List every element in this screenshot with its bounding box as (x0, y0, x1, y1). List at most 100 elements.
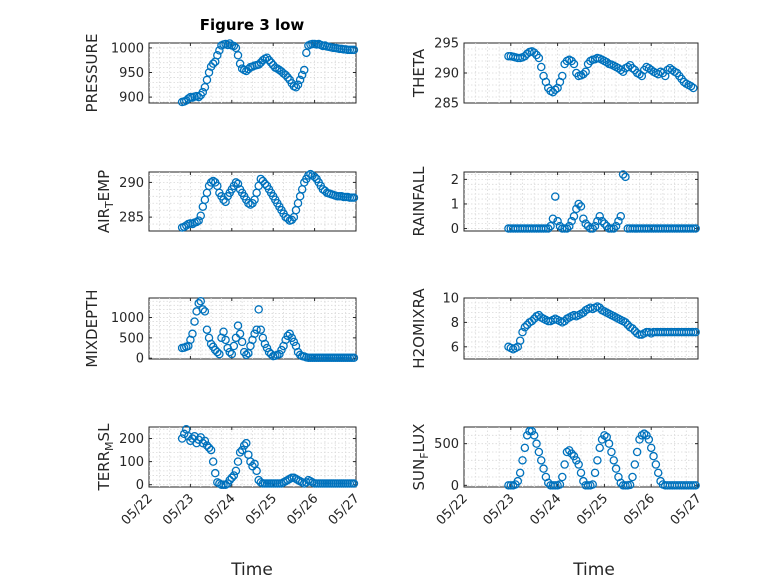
data-point (635, 69, 644, 79)
data-point (200, 436, 210, 446)
data-point (548, 87, 558, 97)
data-point (628, 472, 637, 482)
data-point (188, 434, 197, 443)
data-point (527, 426, 537, 436)
data-point (289, 337, 299, 347)
data-point (242, 438, 251, 448)
data-point (349, 45, 359, 55)
series-markers (504, 170, 700, 233)
data-point (285, 329, 295, 339)
data-point (192, 217, 201, 227)
x-tick-label: 05/24 (527, 491, 564, 528)
data-point (686, 327, 696, 337)
grid (464, 172, 698, 231)
data-point (215, 349, 224, 359)
data-point (229, 341, 239, 351)
data-point (235, 59, 245, 68)
subplot-4: 0 1 2 RAINFALL (410, 166, 700, 237)
data-point (182, 221, 191, 230)
y-tick-label: 900 (119, 91, 144, 106)
series-markers (177, 296, 359, 363)
series-markers (177, 39, 359, 107)
data-point (625, 480, 635, 490)
data-point (569, 451, 579, 461)
data-point (543, 224, 553, 233)
data-point (590, 468, 600, 478)
data-point (221, 197, 230, 207)
data-point (642, 431, 651, 440)
data-point (518, 327, 527, 337)
data-point (200, 307, 210, 316)
data-point (229, 471, 239, 480)
grid (464, 427, 698, 487)
data-point (349, 193, 359, 202)
data-point (237, 337, 247, 347)
y-tick-label: 0 (451, 479, 459, 494)
data-point (644, 435, 654, 444)
data-point (590, 221, 600, 231)
data-point (225, 39, 234, 48)
series-markers (504, 426, 700, 490)
data-point (551, 192, 560, 201)
data-point (281, 70, 290, 80)
data-point (691, 224, 700, 233)
data-point (616, 65, 626, 75)
data-point (262, 53, 272, 63)
data-point (572, 204, 581, 214)
data-point (266, 349, 276, 359)
data-point (536, 62, 546, 72)
data-point (689, 83, 698, 93)
data-point (604, 439, 614, 448)
figure-title: Figure 3 low (200, 16, 305, 34)
data-point (221, 335, 230, 345)
data-point (562, 447, 572, 457)
data-point (614, 216, 623, 226)
data-point (188, 329, 197, 339)
series-markers (177, 425, 359, 489)
data-point (223, 40, 232, 50)
y-tick-label: 285 (119, 211, 144, 226)
data-point (539, 464, 548, 473)
x-tick-label: 05/26 (284, 491, 321, 528)
data-point (628, 63, 637, 73)
data-point (616, 211, 626, 221)
y-tick-label: 1 (451, 197, 459, 212)
data-point (244, 349, 253, 358)
data-point (219, 327, 228, 336)
data-point (551, 85, 560, 95)
x-tick-label: 05/24 (202, 491, 239, 528)
data-point (534, 447, 544, 457)
axes-box (148, 42, 357, 104)
data-point (262, 343, 272, 353)
data-point (686, 81, 696, 91)
data-point (635, 435, 644, 444)
x-tick-label: 05/26 (621, 491, 658, 528)
y-tick-label: 285 (434, 97, 459, 112)
data-point (215, 46, 224, 55)
data-point (242, 350, 251, 360)
y-tick-label: 500 (119, 331, 144, 346)
data-point (246, 457, 255, 466)
x-tick-label: 05/23 (481, 491, 518, 528)
data-point (579, 476, 588, 486)
x-tick-label: 05/27 (326, 491, 363, 528)
y-axis-label: TERRMSL (95, 423, 116, 492)
data-point (691, 327, 700, 337)
data-point (689, 481, 698, 490)
data-point (283, 214, 292, 223)
data-point (250, 329, 259, 339)
data-point (200, 83, 210, 92)
data-point (225, 475, 234, 485)
data-point (586, 224, 595, 233)
data-point (558, 472, 567, 482)
data-point (567, 216, 576, 226)
data-point (520, 323, 530, 332)
data-point (283, 331, 292, 341)
data-point (260, 179, 270, 189)
data-point (194, 299, 203, 308)
data-point (184, 431, 193, 441)
data-point (297, 70, 307, 80)
data-point (266, 58, 276, 67)
data-point (188, 219, 197, 229)
